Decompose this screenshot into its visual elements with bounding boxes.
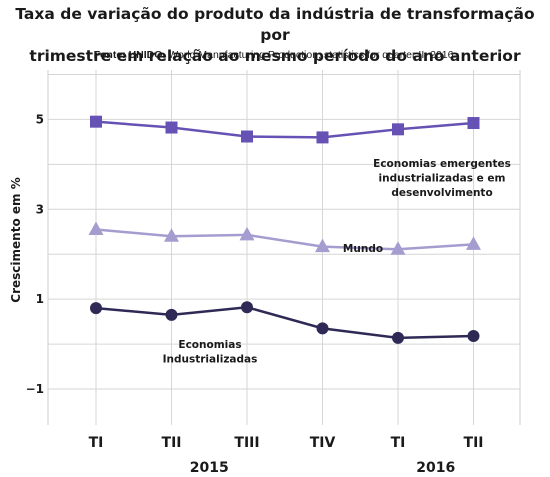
y-axis-label: Crescimento em % xyxy=(9,177,23,302)
data-point-square xyxy=(165,121,178,134)
chart-title-line-1: Taxa de variação do produto da indústria… xyxy=(15,5,535,44)
y-axis-ticks: −1 1 3 5 xyxy=(26,112,44,396)
x-tick-label: TIV xyxy=(310,435,336,451)
data-point-square xyxy=(90,115,102,128)
x-axis-ticks: TI TII TIII TIV TI TII xyxy=(89,435,484,451)
series-annotation: Economias Industrializadas xyxy=(163,339,258,366)
series-annotation: Economias emergentes industrializadas e e… xyxy=(373,158,511,199)
x-tick-label: TII xyxy=(162,435,182,451)
data-point-triangle xyxy=(315,238,330,253)
data-point-triangle xyxy=(164,228,179,242)
data-point-circle xyxy=(90,302,102,315)
y-tick-label: 5 xyxy=(36,112,44,126)
year-label: 2016 xyxy=(416,460,455,476)
y-tick-label: 1 xyxy=(36,292,44,306)
data-point-circle xyxy=(467,330,480,343)
data-point-square xyxy=(467,117,480,130)
chart-source: Fonte: UNIDO, World Manufacturing Produc… xyxy=(0,49,550,61)
year-labels: 2015 2016 xyxy=(190,460,455,476)
y-tick-label: 3 xyxy=(36,202,44,216)
x-tick-label: TII xyxy=(464,435,484,451)
series-line xyxy=(95,228,474,251)
data-point-triangle xyxy=(239,226,255,241)
y-tick-label: −1 xyxy=(26,382,44,396)
series-annotation-line: Mundo xyxy=(343,243,383,255)
series-group xyxy=(88,115,481,344)
series-line xyxy=(95,120,474,139)
data-point-square xyxy=(316,131,329,144)
data-point-triangle xyxy=(390,241,406,255)
chart-title-line-2: trimestre em relação ao mesmo período do… xyxy=(29,47,521,65)
data-point-triangle xyxy=(88,221,104,236)
series-annotation-line: Economias emergentes xyxy=(373,158,511,170)
data-point-triangle xyxy=(466,236,481,250)
series-annotation: Mundo xyxy=(343,243,383,255)
series-line xyxy=(95,305,474,340)
source-text: , World Manufacturing Production, statis… xyxy=(162,49,457,61)
data-point-circle xyxy=(392,331,404,344)
series-annotation-line: Economias xyxy=(178,339,241,351)
data-point-square xyxy=(241,130,253,143)
source-label: Fonte: UNIDO xyxy=(93,49,163,61)
data-point-circle xyxy=(241,301,253,314)
series-labels: Economias emergentes industrializadas e e… xyxy=(163,158,511,366)
series-annotation-line: desenvolvimento xyxy=(391,187,492,199)
x-tick-label: TI xyxy=(89,435,104,451)
data-point-circle xyxy=(316,322,329,335)
data-point-circle xyxy=(165,308,178,321)
series-annotation-line: industrializadas e em xyxy=(379,173,506,185)
x-tick-label: TI xyxy=(391,435,406,451)
series-annotation-line: Industrializadas xyxy=(163,354,258,366)
year-label: 2015 xyxy=(190,460,229,476)
data-point-square xyxy=(392,123,404,136)
chart-title: Taxa de variação do produto da indústria… xyxy=(0,4,550,67)
x-tick-label: TIII xyxy=(234,435,259,451)
